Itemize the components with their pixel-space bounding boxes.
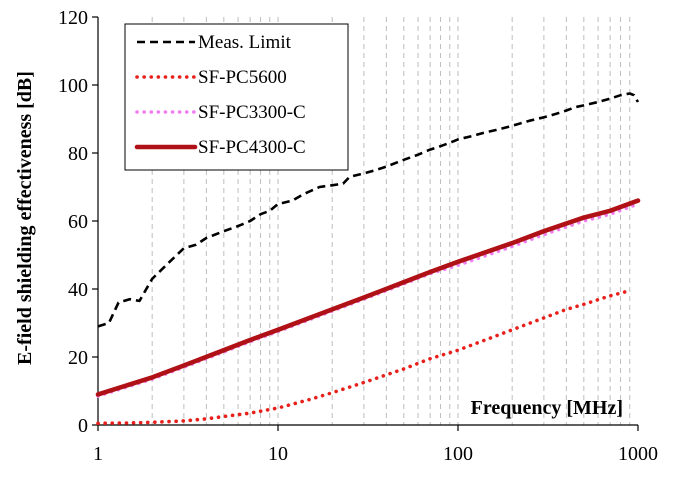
y-tick-label: 40 [68, 279, 88, 301]
y-tick-label: 20 [68, 347, 88, 369]
x-axis-title: Frequency [MHz] [471, 397, 623, 419]
legend: Meas. Limit SF-PC5600 SF-PC3300-C SF-PC4300… [124, 23, 349, 171]
series-line-meas-limit [97, 92, 640, 328]
y-tick-label: 120 [58, 7, 88, 29]
series-line-sf-pc4300-c [95, 198, 641, 397]
y-axis-title: E-field shielding effectiveness [dB] [14, 71, 36, 365]
series-line-sf-pc5600 [96, 288, 632, 426]
y-tick-label: 100 [58, 75, 88, 97]
legend-label: SF-PC5600 [198, 67, 287, 88]
legend-label: SF-PC3300-C [198, 102, 306, 123]
y-tick-label: 80 [68, 143, 88, 165]
x-tick-label: 100 [443, 443, 473, 465]
x-tick-label: 10 [268, 443, 288, 465]
series-group [95, 92, 641, 426]
x-tick-label: 1 [93, 443, 103, 465]
legend-label: Meas. Limit [198, 32, 292, 53]
legend-label: SF-PC4300-C [198, 137, 306, 158]
y-tick-label: 60 [68, 211, 88, 233]
x-tick-label: 1000 [618, 443, 658, 465]
y-tick-label: 0 [78, 415, 88, 437]
